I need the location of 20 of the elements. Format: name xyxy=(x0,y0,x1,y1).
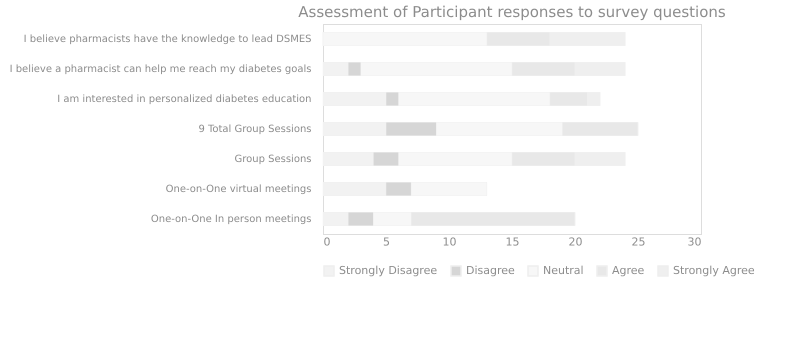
legend-label: Strongly Agree xyxy=(673,264,755,277)
chart-title: Assessment of Participant responses to survey questions xyxy=(298,3,726,21)
y-tick-label: I believe a pharmacist can help me reach my diabetes goals xyxy=(10,64,312,75)
x-tick-label: 0 xyxy=(324,236,330,248)
x-tick-label: 5 xyxy=(383,236,390,248)
x-tick-label: 25 xyxy=(632,236,646,248)
x-tick-label: 10 xyxy=(442,236,456,248)
y-tick-label: 9 Total Group Sessions xyxy=(198,124,312,135)
legend-label: Neutral xyxy=(543,264,584,277)
y-tick-label: I believe pharmacists have the knowledge to lead DSMES xyxy=(24,34,312,45)
legend-label: Disagree xyxy=(466,264,516,277)
y-tick-label: Group Sessions xyxy=(234,154,312,165)
x-tick-label: 20 xyxy=(568,236,582,248)
x-tick-label: 15 xyxy=(506,236,520,248)
y-tick-label: I am interested in personalized diabetes education xyxy=(57,94,312,105)
y-tick-label: One-on-One virtual meetings xyxy=(166,184,312,195)
legend-label: Strongly Disagree xyxy=(339,264,438,277)
y-tick-label: One-on-One In person meetings xyxy=(150,214,312,225)
legend-label: Agree xyxy=(612,264,645,277)
x-tick-label: 30 xyxy=(688,236,702,248)
